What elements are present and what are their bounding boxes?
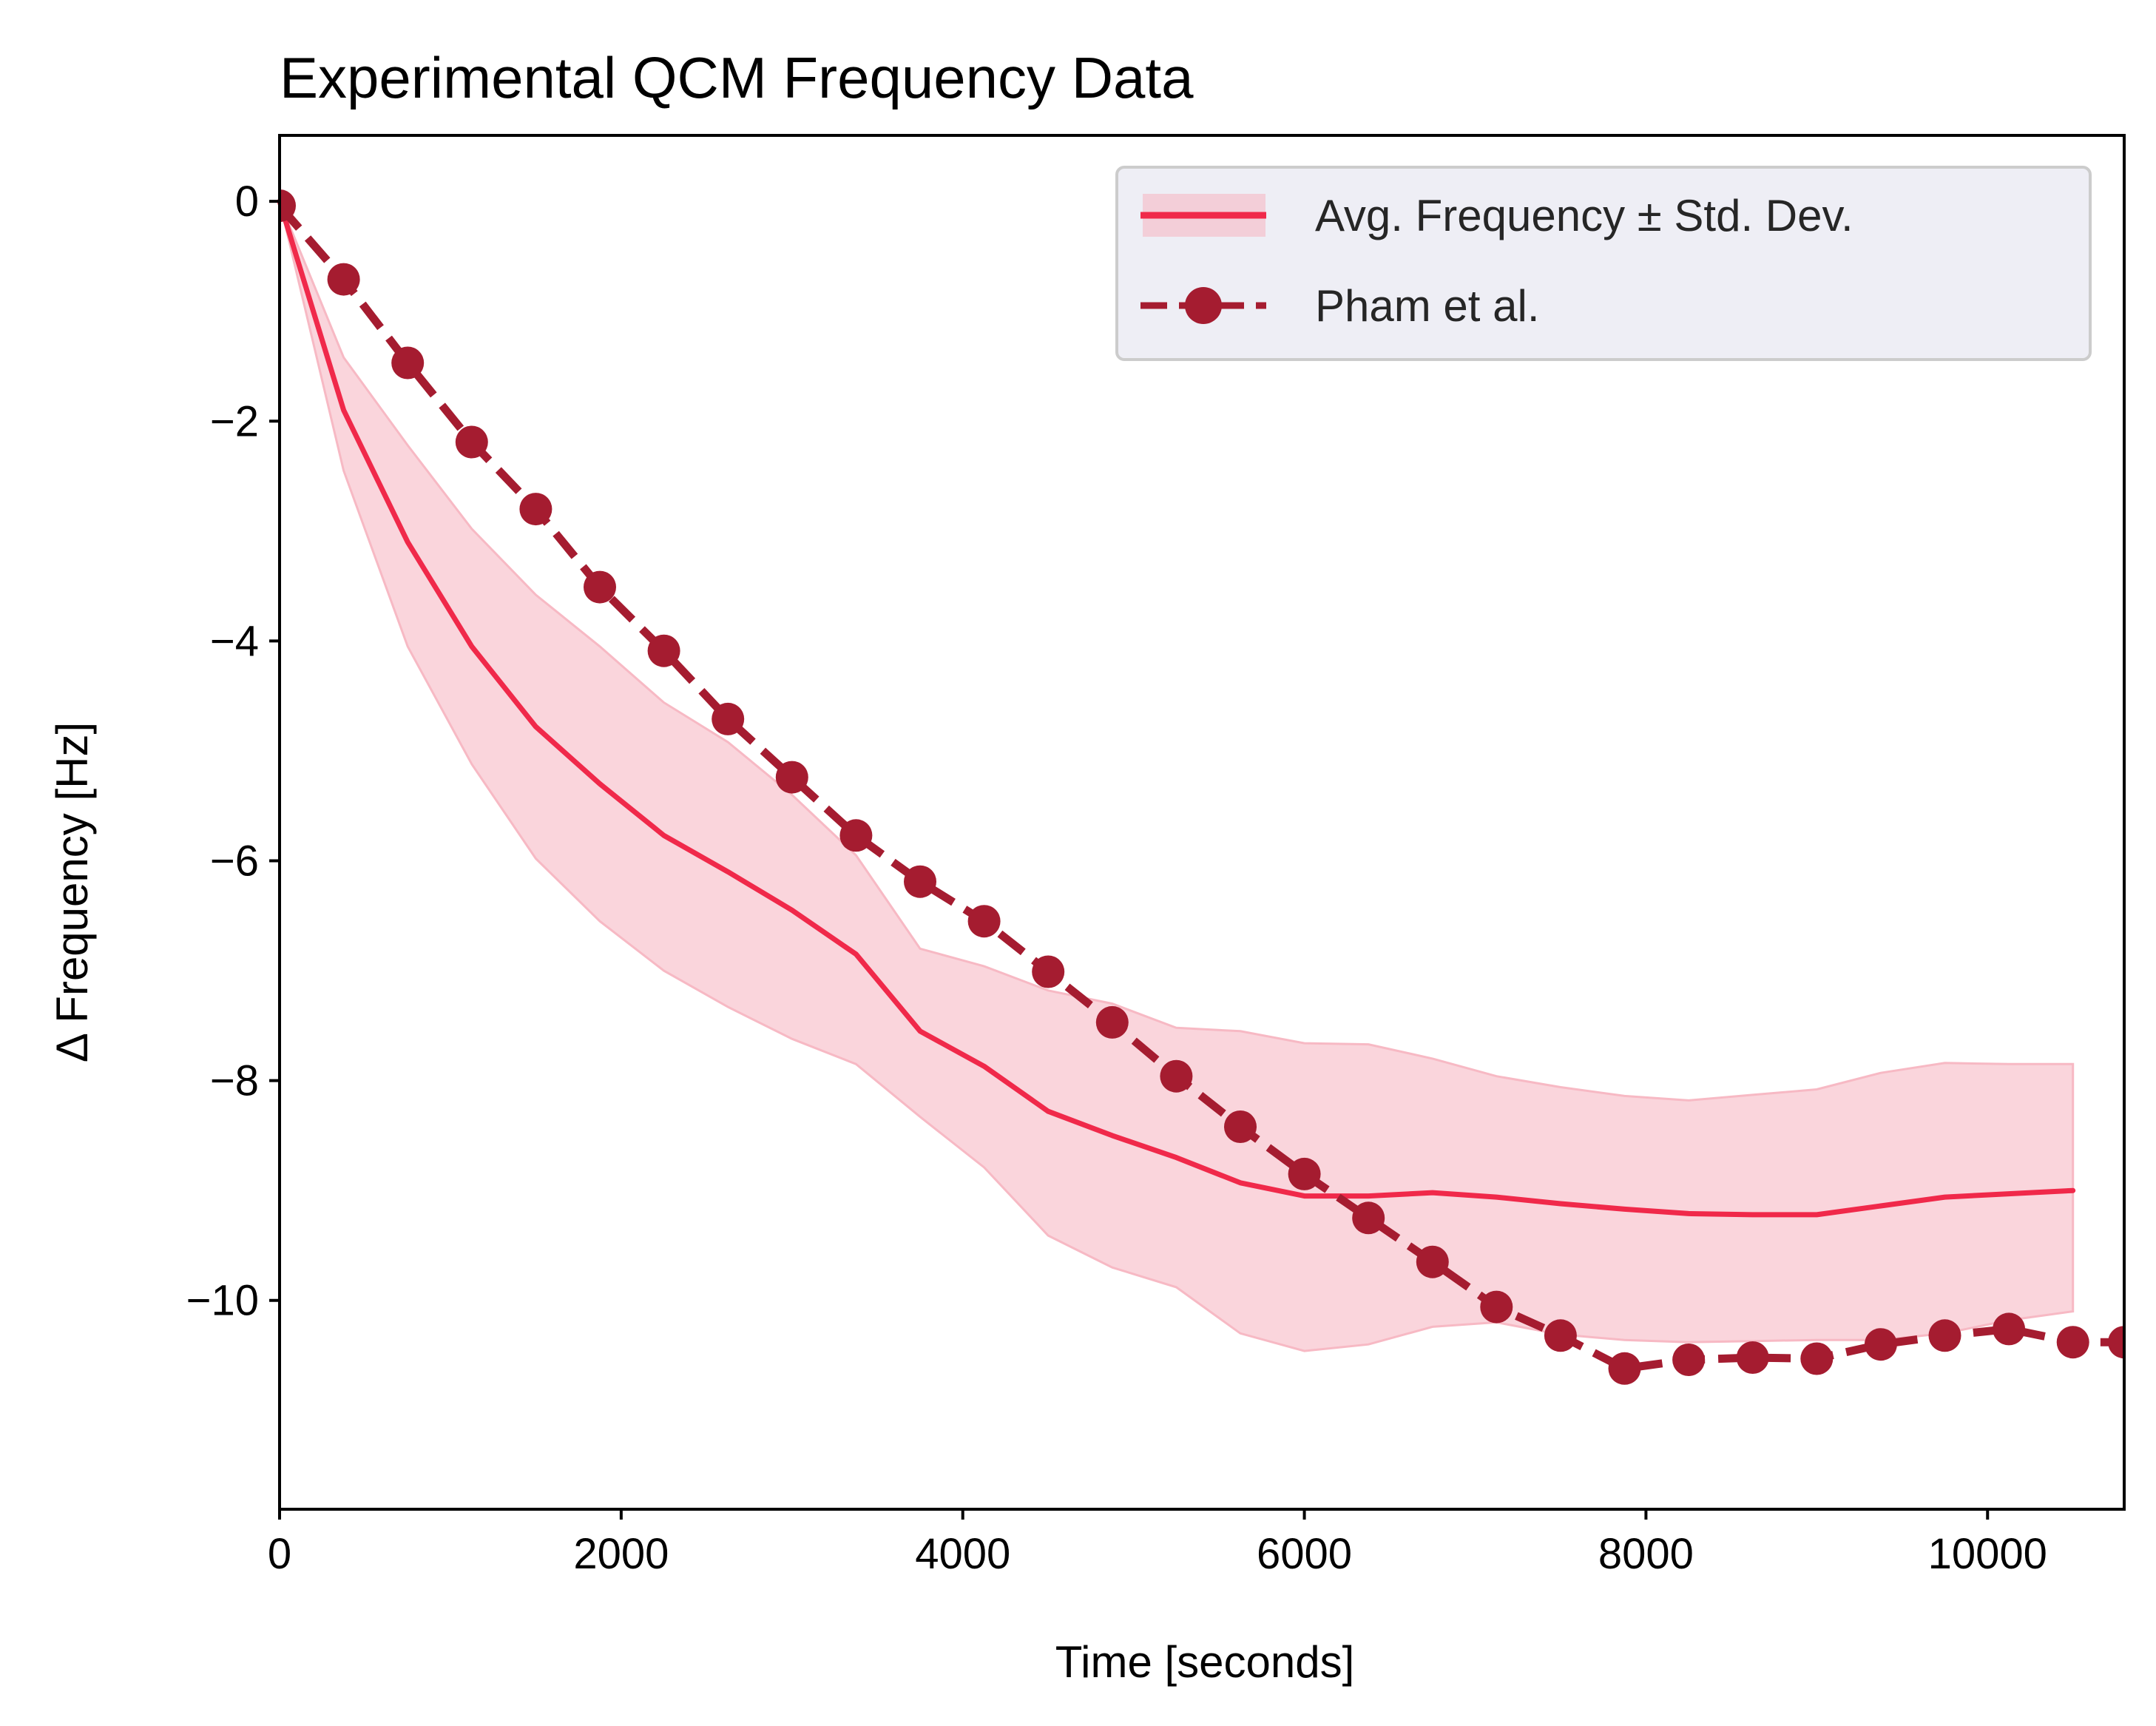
y-axis-label: Δ Frequency [Hz]: [47, 722, 97, 1062]
pham-point: [519, 493, 552, 526]
legend-label-avg-frequency: Avg. Frequency ± Std. Dev.: [1315, 191, 1853, 240]
pham-point: [1416, 1245, 1449, 1278]
y-tick-label: −10: [186, 1277, 259, 1325]
pham-point: [839, 819, 873, 852]
pham-point: [1160, 1059, 1193, 1093]
pham-point: [775, 761, 808, 794]
legend-label-pham-et-al: Pham et al.: [1315, 281, 1540, 331]
legend-frame: [1115, 166, 2092, 361]
chart-title: Experimental QCM Frequency Data: [280, 45, 1194, 110]
legend-pham-marker-swatch: [1185, 287, 1222, 324]
plot-frame: [278, 134, 2126, 1511]
pham-point: [712, 702, 745, 735]
y-tick-label: −2: [210, 397, 259, 445]
pham-point: [1544, 1319, 1577, 1352]
x-tick-label: 8000: [1598, 1530, 1694, 1578]
pham-point: [967, 905, 1001, 938]
y-tick-label: −8: [210, 1057, 259, 1105]
pham-series: [280, 189, 2124, 1385]
y-tick-label: −6: [210, 837, 259, 885]
x-tick-label: 2000: [573, 1530, 669, 1578]
x-tick-label: 4000: [915, 1530, 1010, 1578]
pham-point: [1672, 1344, 1706, 1376]
pham-point: [1928, 1319, 1961, 1352]
pham-point: [1288, 1157, 1321, 1190]
pham-point: [327, 263, 360, 296]
pham-point: [1032, 955, 1065, 988]
pham-point: [647, 634, 680, 667]
plot-area: 0 2000 4000 6000 8000 10000 0 −2 −4 −6 −8 −10: [186, 134, 2126, 1578]
x-tick-label: 0: [268, 1530, 291, 1578]
y-tick-label: 0: [235, 178, 259, 226]
pham-point: [1480, 1290, 1513, 1324]
pham-point: [1608, 1352, 1641, 1385]
pham-point: [1864, 1328, 1897, 1361]
pham-point: [1800, 1342, 1834, 1375]
pham-point: [1993, 1312, 2026, 1346]
pham-point: [1224, 1110, 1257, 1143]
pham-point: [391, 346, 425, 380]
x-axis-label: Time [seconds]: [1055, 1637, 1355, 1687]
pham-point: [904, 865, 936, 898]
pham-point: [455, 425, 488, 459]
pham-point: [2056, 1326, 2089, 1359]
pham-point: [280, 189, 296, 223]
pham-point: [2108, 1326, 2124, 1359]
legend: Avg. Frequency ± Std. Dev. Pham et al.: [1115, 166, 2092, 361]
pham-point: [584, 570, 616, 604]
pham-point: [1095, 1005, 1129, 1039]
y-tick-label: −4: [210, 617, 259, 665]
pham-point: [1736, 1341, 1769, 1374]
x-tick-label: 10000: [1928, 1530, 2047, 1578]
pham-point: [1352, 1201, 1385, 1235]
x-tick-label: 6000: [1257, 1530, 1352, 1578]
avg-frequency-line: [277, 198, 2076, 1218]
std-dev-band: [278, 200, 2075, 1352]
